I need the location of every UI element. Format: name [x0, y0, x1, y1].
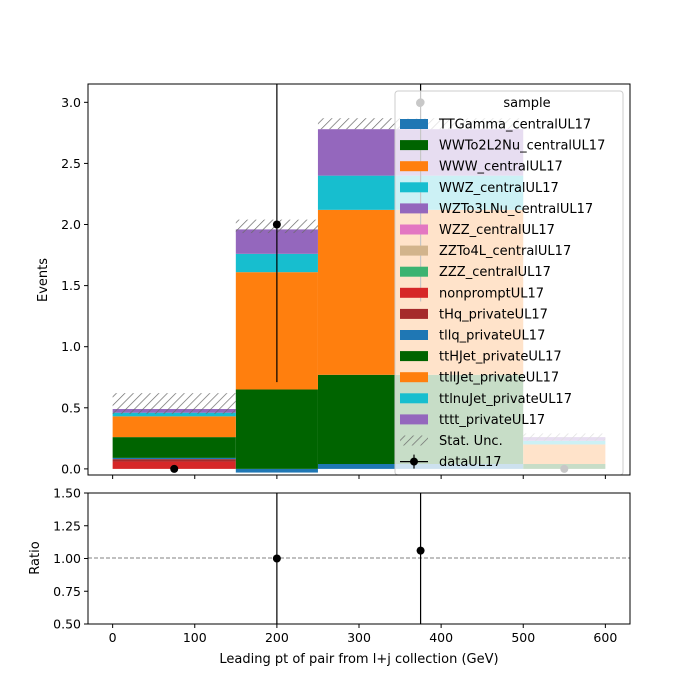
- legend-tHq_privateUL17-label: tHq_privateUL17: [439, 307, 548, 322]
- main-y-tick-label-1: 0.5: [61, 400, 81, 415]
- main-y-tick-label-5: 2.5: [61, 156, 81, 171]
- legend-ttlnuJet_privateUL17-label: ttlnuJet_privateUL17: [439, 392, 572, 407]
- main-y-ticks: 0.0 0.5 1.0 1.5 2.0 2.5 3.0: [61, 95, 88, 476]
- legend-ttllJet_privateUL17-swatch: [400, 372, 428, 383]
- legend-WZZ_centralUL17-swatch: [400, 224, 428, 235]
- main-panel: sample TTGamma_centralUL17 WWTo2L2Nu_centr…: [36, 83, 631, 479]
- x-tick-label-3: 300: [347, 630, 371, 645]
- ratio-y-tick-label-2: 1.00: [53, 551, 81, 566]
- x-tick-label-5: 500: [511, 630, 535, 645]
- bar-ttlnuJet_privateUL17-bin-0: [112, 412, 236, 417]
- bar-ttHJet_privateUL17-bin-1: [235, 389, 318, 469]
- legend-ttllJet_privateUL17-label: ttllJet_privateUL17: [439, 371, 559, 386]
- legend-title: sample: [503, 96, 550, 111]
- main-y-tick-label-3: 1.5: [61, 278, 81, 293]
- x-tick-label-6: 600: [593, 630, 617, 645]
- legend-title-marker: [416, 99, 424, 107]
- main-y-label: Events: [36, 258, 51, 302]
- legend-TTGamma_centralUL17-swatch: [400, 119, 428, 129]
- legend-WZTo3LNu_centralUL17-swatch: [400, 203, 428, 214]
- ratio-x-ticks: 0 100 200 300 400 500 600: [109, 624, 617, 645]
- legend-dataUL17-marker: [410, 457, 418, 466]
- ratio-y-ticks: 0.50 0.75 1.00 1.25 1.50: [53, 486, 88, 632]
- legend-WZZ_centralUL17-label: WZZ_centralUL17: [439, 223, 555, 238]
- legend-Stat. Unc.-label: Stat. Unc.: [439, 434, 503, 449]
- x-axis-label: Leading pt of pair from l+j collection (…: [219, 652, 498, 667]
- legend-WWTo2L2Nu_centralUL17-swatch: [400, 140, 428, 151]
- legend-tttt_privateUL17-label: tttt_privateUL17: [439, 413, 545, 428]
- legend-WZTo3LNu_centralUL17-label: WZTo3LNu_centralUL17: [439, 202, 593, 217]
- legend-tttt_privateUL17-swatch: [400, 414, 428, 425]
- ratio-points: [272, 493, 425, 624]
- legend-nonpromptUL17-label: nonpromptUL17: [439, 286, 544, 301]
- legend-ttHJet_privateUL17-label: ttHJet_privateUL17: [439, 350, 562, 365]
- ratio-y-tick-label-0: 0.50: [53, 617, 81, 632]
- legend-tllq_privateUL17-swatch: [400, 330, 428, 340]
- ratio-y-tick-label-3: 1.25: [53, 518, 81, 533]
- ratio-y-tick-label-1: 0.75: [53, 584, 81, 599]
- bar-ttllJet_privateUL17-bin-0: [112, 416, 236, 438]
- legend: sample TTGamma_centralUL17 WWTo2L2Nu_centr…: [394, 90, 624, 476]
- main-y-tick-label-2: 1.0: [61, 339, 81, 354]
- legend-tHq_privateUL17-swatch: [400, 308, 428, 319]
- legend-WWW_centralUL17-label: WWW_centralUL17: [439, 160, 563, 175]
- legend-dataUL17-label: dataUL17: [439, 455, 502, 470]
- legend-ZZTo4L_centralUL17-swatch: [400, 245, 428, 256]
- ratio-y-label: Ratio: [28, 541, 43, 574]
- ratio-point-1: [416, 546, 425, 555]
- legend-WWZ_centralUL17-label: WWZ_centralUL17: [439, 181, 559, 196]
- bar-tllq_privateUL17-bin-1: [235, 468, 318, 473]
- legend-ZZZ_centralUL17-label: ZZZ_centralUL17: [439, 265, 551, 280]
- legend-ttHJet_privateUL17-swatch: [400, 351, 428, 362]
- legend-ttlnuJet_privateUL17-swatch: [400, 393, 428, 404]
- x-tick-label-1: 100: [183, 630, 207, 645]
- bar-tllq_privateUL17-bin-0: [112, 457, 236, 460]
- legend-ZZTo4L_centralUL17-label: ZZTo4L_centralUL17: [439, 244, 571, 259]
- legend-TTGamma_centralUL17-label: TTGamma_centralUL17: [438, 118, 591, 133]
- ratio-y-tick-label-4: 1.50: [53, 486, 81, 501]
- x-tick-label-0: 0: [109, 630, 117, 645]
- legend-tllq_privateUL17-label: tllq_privateUL17: [439, 329, 545, 344]
- data-point-0: [170, 464, 179, 473]
- x-tick-label-4: 400: [429, 630, 453, 645]
- legend-Stat. Unc.-swatch: [400, 435, 428, 446]
- data-point-1: [272, 220, 281, 229]
- main-y-tick-label-0: 0.0: [61, 461, 81, 476]
- legend-WWTo2L2Nu_centralUL17-label: WWTo2L2Nu_centralUL17: [439, 139, 605, 154]
- ratio-panel: 0.50 0.75 1.00 1.25 1.50 0 100 200 300 400 500 600…: [28, 486, 631, 667]
- x-tick-label-2: 200: [265, 630, 289, 645]
- legend-WWZ_centralUL17-swatch: [400, 182, 428, 193]
- bar-tHq_privateUL17-bin-0: [112, 459, 236, 462]
- legend-WWW_centralUL17-swatch: [400, 161, 428, 172]
- bar-ttHJet_privateUL17-bin-0: [112, 437, 236, 458]
- ratio-point-0: [272, 554, 281, 563]
- main-x-ticks: [112, 475, 606, 479]
- stat-unc-band-bin-0: [112, 393, 236, 414]
- legend-ZZZ_centralUL17-swatch: [400, 266, 428, 277]
- main-y-tick-label-4: 2.0: [61, 217, 81, 232]
- legend-nonpromptUL17-swatch: [400, 287, 428, 298]
- main-y-tick-label-6: 3.0: [61, 95, 81, 110]
